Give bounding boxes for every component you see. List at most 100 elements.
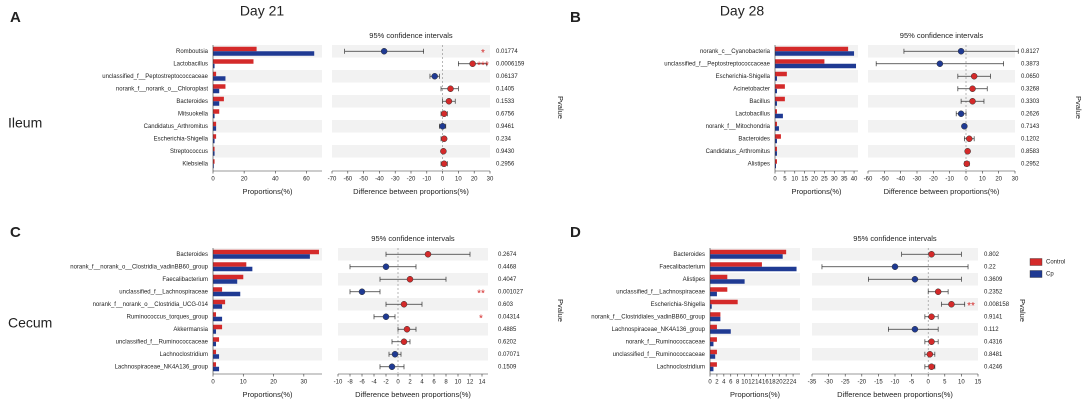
pvalue: 0.8583 — [1021, 149, 1040, 155]
legend-label: Cp — [1046, 272, 1054, 278]
difference-point — [966, 135, 973, 142]
category-label: Akkermansia — [173, 327, 208, 333]
pvalue-title: Pvalue — [1074, 96, 1083, 119]
difference-point — [961, 123, 968, 130]
bar-cp — [710, 354, 716, 359]
pvalue-title: Pvalue — [556, 96, 565, 119]
x-tick-label: -50 — [359, 177, 368, 183]
bar-cp — [775, 63, 857, 69]
axis-title: Difference between proportions(%) — [884, 187, 1000, 196]
row-band — [868, 145, 1015, 158]
bar-control — [213, 59, 254, 64]
bar-control — [710, 262, 762, 267]
bar-cp — [213, 254, 310, 259]
bar-control — [213, 337, 220, 342]
bar-control — [710, 249, 787, 255]
row-band — [710, 323, 800, 336]
bar-control — [710, 287, 728, 292]
row-title: Ileum — [8, 115, 42, 131]
bar-control — [213, 274, 244, 280]
x-tick-label: 5 — [783, 177, 787, 183]
pvalue: 0.2952 — [1021, 161, 1040, 167]
axis-title: Difference between proportions(%) — [837, 390, 953, 399]
x-tick-label: 18 — [769, 380, 776, 386]
bar-control — [710, 337, 717, 342]
x-tick-label: 0 — [396, 380, 400, 386]
pvalue: 0.06137 — [496, 74, 518, 80]
x-tick-label: -8 — [347, 380, 353, 386]
x-tick-label: 20 — [471, 177, 478, 183]
bar-cp — [213, 51, 315, 56]
x-tick-label: 6 — [432, 380, 436, 386]
row-band — [332, 145, 490, 158]
x-tick-label: 14 — [479, 380, 486, 386]
legend-swatch — [1029, 270, 1043, 278]
bar-control — [213, 46, 257, 52]
category-label: Bacteroides — [738, 136, 770, 142]
x-tick-label: 10 — [979, 177, 986, 183]
significance: ** — [967, 301, 975, 312]
bar-control — [775, 109, 777, 114]
pvalue: 0.1533 — [496, 99, 515, 105]
pvalue: 0.04314 — [498, 314, 520, 320]
category-label: Bacteroides — [673, 252, 705, 258]
difference-point — [964, 148, 971, 155]
x-tick-label: -30 — [913, 177, 922, 183]
row-band — [868, 120, 1015, 133]
bar-control — [775, 59, 825, 64]
bar-cp — [775, 138, 777, 144]
significance: ** — [477, 288, 485, 299]
x-tick-label: -40 — [375, 177, 384, 183]
x-tick-label: -40 — [896, 177, 905, 183]
row-band — [775, 145, 858, 158]
pvalue: 0.603 — [498, 302, 514, 308]
bar-cp — [213, 163, 214, 169]
x-tick-label: 10 — [455, 380, 462, 386]
x-tick-label: 12 — [748, 380, 755, 386]
x-tick-label: 10 — [741, 380, 748, 386]
x-tick-label: 0 — [441, 177, 445, 183]
pvalue: 0.8127 — [1021, 49, 1040, 55]
bar-control — [710, 299, 738, 305]
pvalue: 0.6756 — [496, 111, 515, 117]
bar-cp — [213, 88, 220, 94]
bar-cp — [775, 88, 777, 94]
panel-letter: D — [570, 224, 581, 241]
bar-cp — [213, 101, 220, 106]
pvalue: 0.1509 — [498, 364, 517, 370]
pvalue: 0.008158 — [984, 302, 1010, 308]
bar-control — [710, 349, 717, 355]
row-band — [775, 70, 858, 83]
x-tick-label: 25 — [821, 177, 828, 183]
difference-point — [403, 326, 411, 333]
row-band — [710, 348, 800, 361]
axis-title: Proportions(%) — [242, 390, 293, 399]
row-band — [812, 248, 978, 261]
panel-letter: B — [570, 9, 581, 26]
bar-cp — [775, 126, 779, 131]
pvalue: 0.802 — [984, 252, 1000, 258]
category-label: Mitsuokella — [178, 111, 209, 117]
x-tick-label: 0 — [964, 177, 968, 183]
pvalue: 0.001027 — [498, 289, 524, 295]
bar-control — [710, 312, 721, 317]
difference-point — [948, 301, 955, 308]
bar-cp — [710, 254, 783, 259]
category-label: unclassified_f__Lachnospiraceae — [119, 289, 208, 295]
bar-cp — [213, 366, 220, 372]
pvalue: 0.4468 — [498, 264, 517, 270]
pvalue: 0.22 — [984, 264, 996, 270]
bar-control — [775, 46, 849, 52]
bar-control — [213, 362, 217, 367]
category-label: unclassified_f__Ruminococcaceae — [613, 352, 706, 358]
pvalue: 0.234 — [496, 136, 512, 142]
x-tick-label: 30 — [300, 380, 307, 386]
pvalue: 0.4885 — [498, 327, 517, 333]
difference-point — [358, 288, 366, 295]
difference-point — [382, 313, 390, 320]
pvalue: 0.2674 — [498, 252, 517, 258]
difference-point — [391, 351, 399, 358]
bar-cp — [213, 151, 215, 156]
x-tick-label: -2 — [383, 380, 389, 386]
bar-control — [775, 134, 781, 139]
